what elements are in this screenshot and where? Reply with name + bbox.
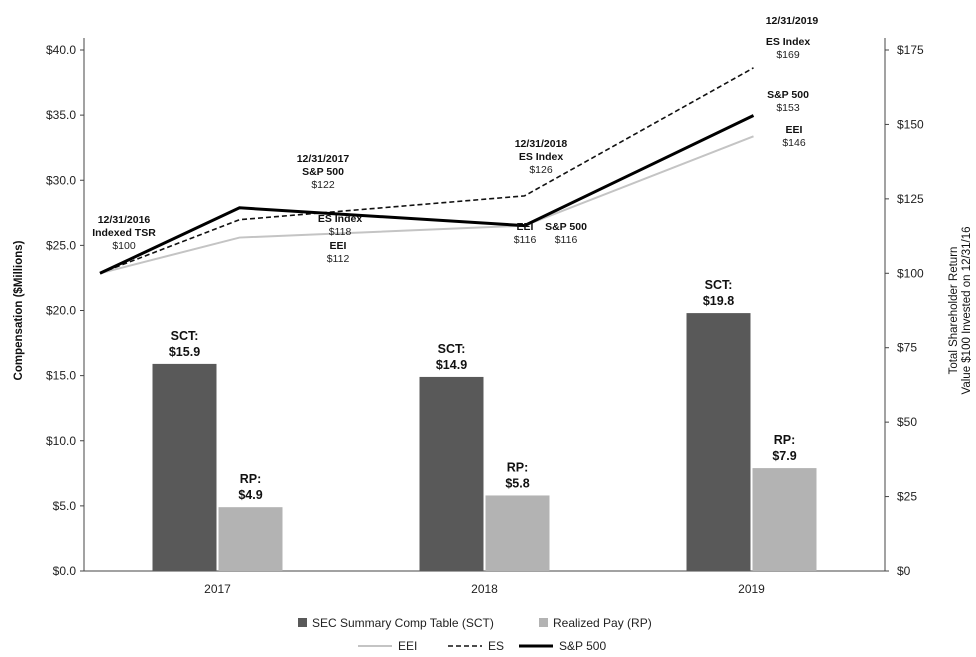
line-s-p-500 xyxy=(99,114,755,275)
bar-label-value: $15.9 xyxy=(169,345,200,359)
bar-label-prefix: SCT: xyxy=(705,278,733,292)
right-tick-label: $25 xyxy=(897,490,917,504)
right-tick-label: $50 xyxy=(897,415,917,429)
right-tick-label: $125 xyxy=(897,192,924,206)
left-tick-label: $25.0 xyxy=(46,238,76,252)
annotation-text: S&P 500 xyxy=(767,89,809,101)
annotation-text: $122 xyxy=(311,179,335,191)
annotation-text: Indexed TSR xyxy=(92,227,156,239)
bar-label-value: $19.8 xyxy=(703,294,734,308)
annotation-text: $169 xyxy=(776,49,800,61)
legend-label-line: S&P 500 xyxy=(559,639,606,653)
bar-label-prefix: RP: xyxy=(240,472,262,486)
annotation-text: $153 xyxy=(776,102,800,114)
legend-label-line: ES xyxy=(488,639,504,653)
right-axis-title-line1: Total Shareholder Return xyxy=(948,247,960,375)
bar-label-prefix: RP: xyxy=(507,460,529,474)
annotation-text: $100 xyxy=(112,240,136,252)
bar-label-prefix: RP: xyxy=(774,433,796,447)
legend-label-bar: SEC Summary Comp Table (SCT) xyxy=(312,616,494,630)
annotation-text: EEI xyxy=(517,221,534,233)
annotation-text: $116 xyxy=(555,234,578,246)
annotation-text: ES Index xyxy=(318,213,363,225)
left-axis-title: Compensation ($Millions) xyxy=(13,240,25,380)
x-tick-label: 2017 xyxy=(204,582,231,596)
annotation-text: $126 xyxy=(529,164,553,176)
x-tick-label: 2019 xyxy=(738,582,765,596)
right-axis-title-line2: Value $100 Invested on 12/31/16 xyxy=(961,227,973,395)
annotation-text: EEI xyxy=(330,240,347,252)
legend-swatch-bar xyxy=(539,618,548,627)
annotation-text: $112 xyxy=(327,253,350,265)
annotation-text: EEI xyxy=(786,124,803,136)
bar-label-value: $14.9 xyxy=(436,358,467,372)
bar-rp xyxy=(485,495,550,571)
annotation-text: $146 xyxy=(782,137,806,149)
bar-sct xyxy=(686,313,751,571)
bar-sct xyxy=(152,363,217,571)
left-tick-label: $40.0 xyxy=(46,43,76,57)
annotation-text: $118 xyxy=(329,226,352,238)
legend-label-line: EEI xyxy=(398,639,417,653)
legend-label-bar: Realized Pay (RP) xyxy=(553,616,652,630)
right-tick-label: $0 xyxy=(897,564,911,578)
annotation-text: ES Index xyxy=(519,151,564,163)
left-tick-label: $15.0 xyxy=(46,369,76,383)
legend-swatch-bar xyxy=(298,618,307,627)
annotation-text: 12/31/2016 xyxy=(98,214,151,226)
annotation-text: S&P 500 xyxy=(545,221,587,233)
annotation-text: ES Index xyxy=(766,36,811,48)
right-tick-label: $75 xyxy=(897,341,917,355)
left-tick-label: $5.0 xyxy=(53,499,77,513)
right-tick-label: $100 xyxy=(897,266,924,280)
bar-label-value: $5.8 xyxy=(505,476,529,490)
bar-label-prefix: SCT: xyxy=(438,342,466,356)
left-tick-label: $10.0 xyxy=(46,434,76,448)
annotation-text: 12/31/2019 xyxy=(766,15,819,27)
line-eei xyxy=(99,135,754,275)
x-tick-label: 2018 xyxy=(471,582,498,596)
left-tick-label: $35.0 xyxy=(46,108,76,122)
right-tick-label: $175 xyxy=(897,43,924,57)
left-tick-label: $30.0 xyxy=(46,173,76,187)
annotation-text: 12/31/2017 xyxy=(297,153,350,165)
bar-sct xyxy=(419,376,484,571)
bar-rp xyxy=(752,468,817,571)
bar-label-prefix: SCT: xyxy=(171,329,199,343)
annotation-text: $116 xyxy=(514,234,537,246)
right-tick-label: $150 xyxy=(897,117,924,131)
left-tick-label: $20.0 xyxy=(46,304,76,318)
annotation-text: S&P 500 xyxy=(302,166,344,178)
bar-label-value: $4.9 xyxy=(238,488,262,502)
bar-rp xyxy=(218,507,283,571)
line-es xyxy=(99,67,754,275)
bar-label-value: $7.9 xyxy=(772,449,796,463)
annotation-text: 12/31/2018 xyxy=(515,138,568,150)
left-tick-label: $0.0 xyxy=(53,564,77,578)
